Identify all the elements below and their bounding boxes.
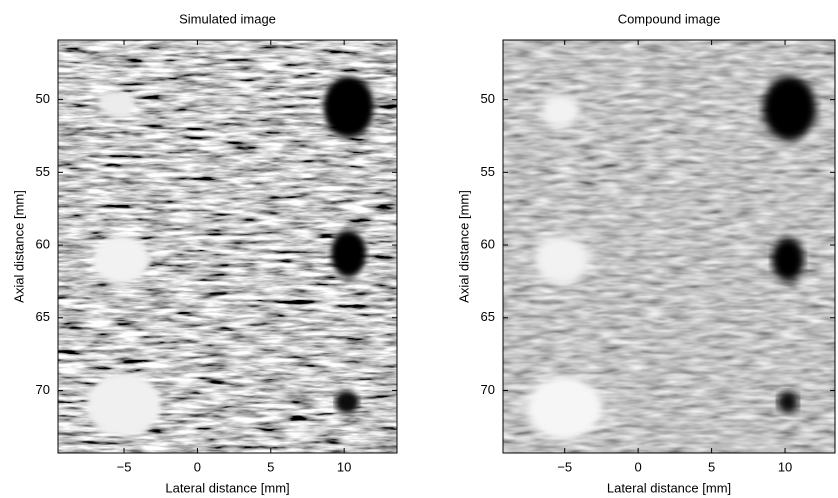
y-tick-label: 55: [36, 164, 50, 179]
x-tick-label: 0: [635, 459, 642, 474]
target: [771, 237, 805, 282]
image-area: [503, 40, 835, 453]
axes-frame: [57, 39, 398, 454]
chart-title: Compound image: [618, 11, 721, 26]
y-tick-label: 55: [481, 164, 495, 179]
x-tick-label: −5: [557, 459, 572, 474]
target: [93, 234, 149, 285]
target: [763, 76, 816, 141]
y-axis-label: Axial distance [mm]: [456, 190, 471, 303]
y-tick-label: 60: [36, 236, 50, 251]
x-tick-label: 5: [708, 459, 715, 474]
target: [335, 390, 359, 414]
x-tick-label: 10: [337, 459, 351, 474]
y-tick-label: 65: [36, 309, 50, 324]
axes-frame: [502, 39, 836, 454]
y-tick-label: 60: [481, 236, 495, 251]
target: [541, 93, 580, 129]
y-tick-label: 50: [481, 91, 495, 106]
target: [97, 90, 136, 118]
target: [85, 373, 163, 438]
chart-title: Simulated image: [179, 11, 276, 26]
x-axis-label: Lateral distance [mm]: [165, 480, 289, 495]
y-tick-label: 65: [481, 309, 495, 324]
x-tick-label: 5: [267, 459, 274, 474]
x-tick-label: −5: [117, 459, 132, 474]
target: [777, 390, 799, 414]
target: [535, 234, 589, 285]
y-tick-label: 70: [481, 382, 495, 397]
target: [330, 230, 367, 278]
x-axis-label: Lateral distance [mm]: [607, 480, 731, 495]
y-axis-label: Axial distance [mm]: [11, 190, 26, 303]
target: [526, 375, 603, 440]
y-tick-label: 70: [36, 382, 50, 397]
y-tick-label: 50: [36, 91, 50, 106]
image-area: [58, 40, 397, 453]
x-tick-label: 10: [778, 459, 792, 474]
target: [323, 76, 374, 138]
x-tick-label: 0: [194, 459, 201, 474]
